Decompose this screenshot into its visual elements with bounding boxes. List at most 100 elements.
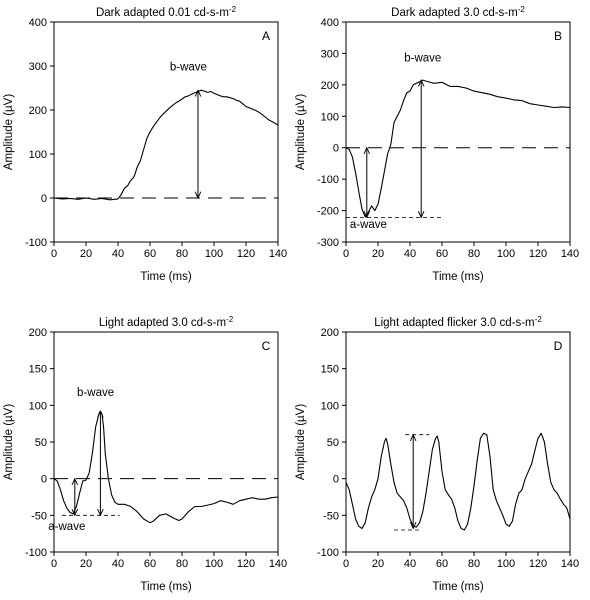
y-tick-label: 150 (29, 364, 47, 376)
annotation-label: b-wave (77, 387, 114, 399)
y-tick-label: -300 (317, 237, 339, 249)
x-tick-label: 0 (343, 248, 349, 260)
y-tick-label: 300 (321, 48, 339, 60)
annotation-label: a-wave (48, 521, 85, 533)
x-tick-label: 60 (144, 248, 156, 260)
panel-title: Light adapted 3.0 cd-s-m-2 (99, 315, 234, 330)
x-tick-label: 140 (269, 558, 287, 570)
y-tick-label: 100 (29, 400, 47, 412)
y-tick-label: -100 (25, 547, 47, 559)
x-tick-label: 60 (144, 558, 156, 570)
x-tick-label: 140 (561, 248, 579, 260)
y-tick-label: -100 (317, 547, 339, 559)
axes-frame (53, 21, 279, 243)
panel-letter: A (262, 29, 270, 43)
panel-b: Dark adapted 3.0 cd-s-m-2 Amplitude (µV)… (295, 5, 579, 284)
y-tick-label: 200 (321, 327, 339, 339)
y-tick-label: 400 (29, 17, 47, 29)
y-axis-label: Amplitude (µV) (295, 94, 307, 170)
y-tick-label: 50 (35, 437, 47, 449)
x-tick-label: 60 (436, 248, 448, 260)
y-tick-label: 100 (29, 149, 47, 161)
x-tick-label: 120 (237, 248, 255, 260)
x-tick-label: 100 (205, 558, 223, 570)
y-tick-label: -100 (25, 237, 47, 249)
x-tick-label: 80 (176, 248, 188, 260)
erg-trace (53, 410, 279, 524)
erg-trace (345, 79, 571, 218)
axes-frame (345, 21, 571, 243)
y-tick-label: 400 (321, 17, 339, 29)
plot-area: 0 20 40 60 80 100 120 140 -100 -50 0 50 100 150 200 (317, 327, 579, 570)
x-tick-label: 40 (112, 248, 124, 260)
x-tick-label: 140 (561, 558, 579, 570)
svg-text:Amplitude (µV): Amplitude (µV) (295, 404, 307, 480)
y-tick-label: 0 (41, 474, 47, 486)
x-tick-label: 40 (112, 558, 124, 570)
y-tick-label: -50 (31, 510, 47, 522)
x-tick-label: 100 (205, 248, 223, 260)
plot-area: 0 20 40 60 80 100 120 140 -300 -200 -100 0 100 200 300… (317, 17, 579, 260)
x-tick-label: 60 (436, 558, 448, 570)
y-tick-label: -200 (317, 206, 339, 218)
x-tick-label: 120 (237, 558, 255, 570)
x-tick-label: 120 (529, 558, 547, 570)
y-tick-label: -50 (323, 510, 339, 522)
y-tick-label: 50 (327, 437, 339, 449)
x-axis-label: Time (ms) (140, 271, 191, 283)
panel-d: Light adapted flicker 3.0 cd-s-m-2 Ampli… (295, 315, 579, 594)
svg-text:Amplitude (µV): Amplitude (µV) (3, 94, 15, 170)
x-tick-label: 80 (176, 558, 188, 570)
axes-frame (53, 331, 279, 553)
annotation-label: b-wave (404, 52, 441, 64)
panel-title: Light adapted flicker 3.0 cd-s-m-2 (374, 315, 542, 330)
y-tick-label: -100 (317, 174, 339, 186)
annotation-label: b-wave (170, 61, 207, 73)
x-tick-label: 80 (468, 248, 480, 260)
y-tick-label: 0 (333, 143, 339, 155)
y-tick-label: 200 (321, 80, 339, 92)
y-tick-label: 200 (29, 327, 47, 339)
y-tick-label: 150 (321, 364, 339, 376)
svg-text:Amplitude (µV): Amplitude (µV) (3, 404, 15, 480)
y-tick-label: 100 (321, 111, 339, 123)
erg-trace (53, 89, 279, 201)
x-tick-label: 140 (269, 248, 287, 260)
panel-title: Dark adapted 0.01 cd-s-m-2 (96, 5, 237, 20)
plot-area: 0 20 40 60 80 100 120 140 -100 -50 0 50 100 150 200 b-w… (25, 327, 287, 570)
x-tick-label: 40 (404, 558, 416, 570)
y-tick-label: 300 (29, 61, 47, 73)
panel-letter: C (262, 339, 271, 353)
y-axis-label: Amplitude (µV) (295, 404, 307, 480)
x-tick-label: 100 (497, 558, 515, 570)
y-tick-label: 0 (333, 474, 339, 486)
x-tick-label: 80 (468, 558, 480, 570)
y-tick-label: 0 (41, 193, 47, 205)
plot-area: 0 20 40 60 80 100 120 140 -100 0 100 200 300 400 b-wav… (25, 17, 287, 260)
y-axis-label: Amplitude (µV) (3, 94, 15, 170)
x-tick-label: 120 (529, 248, 547, 260)
x-tick-label: 0 (343, 558, 349, 570)
panel-letter: D (554, 339, 563, 353)
y-tick-label: 200 (29, 105, 47, 117)
panel-title: Dark adapted 3.0 cd-s-m-2 (391, 5, 525, 20)
panel-letter: B (554, 29, 562, 43)
panel-a: Dark adapted 0.01 cd-s-m-2 Amplitude (µV… (3, 5, 287, 284)
x-tick-label: 100 (497, 248, 515, 260)
x-tick-label: 20 (80, 558, 92, 570)
erg-trace (345, 432, 571, 531)
x-axis-label: Time (ms) (140, 581, 191, 593)
x-tick-label: 20 (372, 248, 384, 260)
x-tick-label: 20 (372, 558, 384, 570)
x-axis-label: Time (ms) (432, 271, 483, 283)
x-axis-label: Time (ms) (432, 581, 483, 593)
x-tick-label: 20 (80, 248, 92, 260)
y-axis-label: Amplitude (µV) (3, 404, 15, 480)
x-tick-label: 0 (51, 558, 57, 570)
annotation-label: a-wave (350, 219, 387, 231)
y-tick-label: 100 (321, 400, 339, 412)
x-tick-label: 40 (404, 248, 416, 260)
panel-c: Light adapted 3.0 cd-s-m-2 Amplitude (µV… (3, 315, 287, 594)
svg-text:Amplitude (µV): Amplitude (µV) (295, 94, 307, 170)
